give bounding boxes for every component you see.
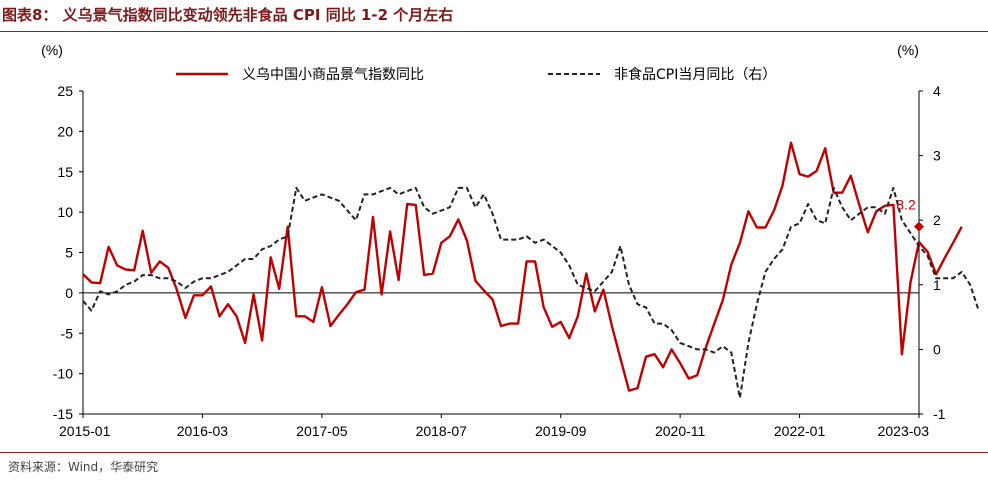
- title-rule: [0, 31, 988, 32]
- y-right-tick-label: 3: [933, 148, 941, 164]
- y-right-tick-label: 1: [933, 277, 941, 293]
- y-left-tick-label: 15: [57, 164, 73, 180]
- y-left-tick-label: 20: [57, 123, 73, 139]
- y-left-tick-label: -15: [53, 406, 73, 422]
- y-right-tick-label: -1: [933, 406, 946, 422]
- x-tick-label: 2022-01: [774, 423, 826, 439]
- annotation-marker: [914, 221, 924, 232]
- y-left-tick-label: 25: [57, 83, 73, 99]
- y-left-tick-label: -5: [61, 325, 74, 341]
- left-axis-unit: (%): [41, 42, 63, 58]
- right-axis-unit: (%): [897, 42, 919, 58]
- y-right-tick-label: 2: [933, 212, 941, 228]
- non-food-cpi-yoy-line: [82, 186, 980, 399]
- legend-label-cpi: 非食品CPI当月同比（右）: [614, 66, 776, 83]
- x-tick-label: 2023-03: [878, 423, 930, 439]
- y-left-tick-label: 10: [57, 204, 73, 220]
- y-right-tick-label: 0: [933, 341, 941, 357]
- source-rule: [0, 452, 988, 453]
- x-tick-label: 2019-09: [535, 423, 587, 439]
- y-left-tick-label: 0: [65, 285, 73, 301]
- figure-title: 图表8： 义乌景气指数同比变动领先非食品 CPI 同比 1-2 个月左右: [2, 6, 454, 24]
- x-tick-label: 2018-07: [416, 423, 468, 439]
- x-tick-label: 2020-11: [655, 423, 706, 439]
- x-tick-label: 2017-05: [296, 423, 348, 439]
- y-left-tick-label: 5: [65, 245, 73, 261]
- y-left-tick-label: -10: [53, 366, 73, 382]
- annotation-label: 8.2: [896, 197, 916, 213]
- x-tick-label: 2016-03: [177, 423, 229, 439]
- yiwu-index-yoy-line: [82, 141, 963, 392]
- x-tick-label: 2015-01: [59, 423, 111, 439]
- source-note: 资料来源：Wind，华泰研究: [8, 460, 159, 474]
- legend-label-yiwu: 义乌中国小商品景气指数同比: [242, 67, 424, 83]
- y-right-tick-label: 4: [933, 83, 941, 99]
